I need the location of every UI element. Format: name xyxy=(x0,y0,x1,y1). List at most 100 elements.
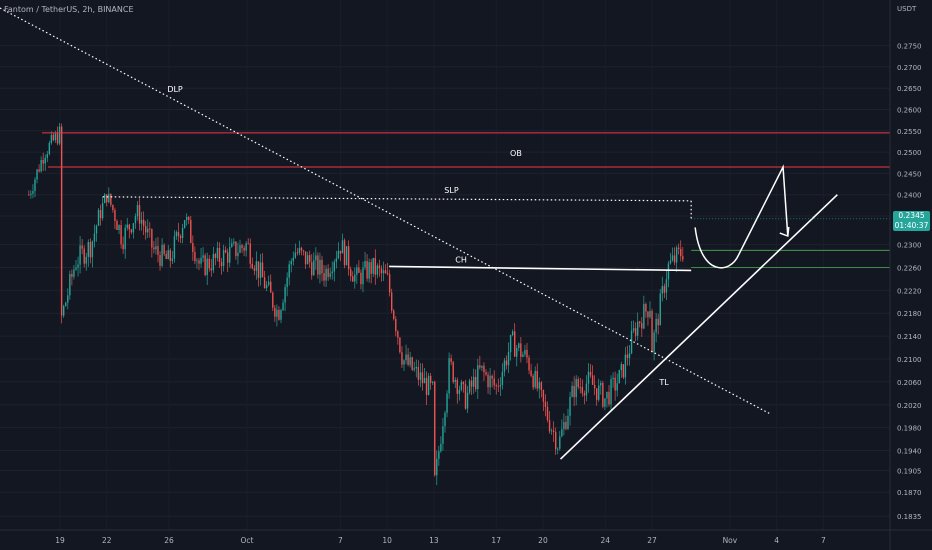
candle-body xyxy=(128,224,130,230)
candle-body xyxy=(448,358,450,394)
candle-body xyxy=(56,133,59,144)
price-tick-label: 0.2020 xyxy=(897,402,922,410)
candle-body xyxy=(42,159,44,164)
candle-body xyxy=(149,228,151,230)
candle-body xyxy=(87,242,89,257)
candle-body xyxy=(34,179,36,192)
candle-body xyxy=(417,366,420,380)
candle-body xyxy=(372,257,374,274)
candle-body xyxy=(415,366,417,369)
time-tick-label: 13 xyxy=(429,536,439,545)
candle-body xyxy=(511,331,514,335)
candle-body xyxy=(235,241,237,257)
candle-body xyxy=(573,385,575,398)
candle-body xyxy=(390,292,393,311)
time-tick-label: 17 xyxy=(491,536,501,545)
candle-body xyxy=(112,204,114,211)
candle-body xyxy=(495,385,497,387)
price-tick-label: 0.2400 xyxy=(897,192,922,200)
candle-body xyxy=(210,268,212,271)
candle-body xyxy=(274,307,276,317)
candle-body xyxy=(134,216,137,224)
time-tick-label: 27 xyxy=(647,536,657,545)
candle-body xyxy=(682,256,684,260)
candle-body xyxy=(79,245,81,265)
candle-body xyxy=(446,393,448,413)
ob-label: OB xyxy=(510,149,522,158)
candle-body xyxy=(489,375,491,388)
candle-body xyxy=(376,265,379,275)
candle-body xyxy=(497,385,499,387)
candle-body xyxy=(667,263,670,280)
candle-body xyxy=(438,451,440,459)
candle-body xyxy=(493,378,495,386)
price-axis[interactable]: 0.2750 0.2700 0.2650 0.2600 0.2550 0.2500 0.24… xyxy=(889,0,922,550)
candle-body xyxy=(147,228,149,233)
candle-body xyxy=(36,169,38,180)
candle-body xyxy=(188,217,190,220)
time-axis[interactable]: 19 22 26 Oct 7 10 13 17 20 24 27 Nov 4 7 xyxy=(0,529,932,545)
candle-body xyxy=(192,243,194,253)
candle-body xyxy=(317,255,319,275)
candle-body xyxy=(485,372,487,375)
candle-body xyxy=(673,255,676,263)
candle-body xyxy=(651,310,653,353)
candle-body xyxy=(612,377,614,380)
candle-body xyxy=(116,220,118,231)
candle-body xyxy=(569,396,571,416)
candle-body xyxy=(171,258,174,261)
candle-body xyxy=(202,255,204,258)
candle-body xyxy=(67,295,69,303)
price-tick-label: 0.2650 xyxy=(897,85,922,93)
candle-body xyxy=(452,362,454,382)
symbol-title[interactable]: Fantom / TetherUS, 2h, BINANCE xyxy=(4,5,134,14)
candle-body xyxy=(536,370,538,389)
candle-body xyxy=(325,268,327,281)
candle-body xyxy=(28,194,30,196)
candle-body xyxy=(349,269,352,277)
candle-body xyxy=(272,292,274,308)
candle-body xyxy=(393,310,395,319)
candle-body xyxy=(157,246,159,255)
candle-body xyxy=(554,431,557,450)
candle-body xyxy=(290,261,292,265)
candle-body xyxy=(308,255,311,263)
candle-body xyxy=(38,169,40,172)
candle-body xyxy=(380,268,383,274)
candle-body xyxy=(296,252,299,254)
projection-arrowhead xyxy=(779,226,790,238)
candle-body xyxy=(151,229,153,248)
candle-body xyxy=(634,328,637,336)
candle-body xyxy=(259,262,262,278)
candle-body xyxy=(618,370,620,384)
candle-body xyxy=(595,388,598,400)
candle-body xyxy=(542,390,545,402)
candle-body xyxy=(302,250,305,252)
candle-body xyxy=(598,385,600,400)
price-tick-label: 0.1905 xyxy=(897,468,922,476)
axis-unit-label: USDT xyxy=(897,5,917,13)
price-tick-label: 0.1835 xyxy=(897,513,922,521)
candle-body xyxy=(518,343,520,349)
candle-body xyxy=(643,304,645,329)
candle-body xyxy=(91,241,94,258)
slp-label: SLP xyxy=(444,186,459,195)
candle-body xyxy=(173,236,176,259)
candle-body xyxy=(374,257,376,275)
candle-body xyxy=(641,323,643,329)
candle-body xyxy=(347,246,350,270)
candle-body xyxy=(280,310,282,320)
candle-body xyxy=(440,443,442,452)
candle-body xyxy=(306,255,309,265)
candle-body xyxy=(532,375,534,388)
candle-body xyxy=(245,243,247,251)
candle-body xyxy=(507,352,510,366)
candle-body xyxy=(194,252,196,262)
candle-body xyxy=(229,246,231,263)
candle-body xyxy=(292,257,294,262)
candle-body xyxy=(65,302,67,307)
candle-body xyxy=(73,269,75,277)
time-tick-label: 7 xyxy=(338,536,343,545)
candle-body xyxy=(190,219,192,244)
